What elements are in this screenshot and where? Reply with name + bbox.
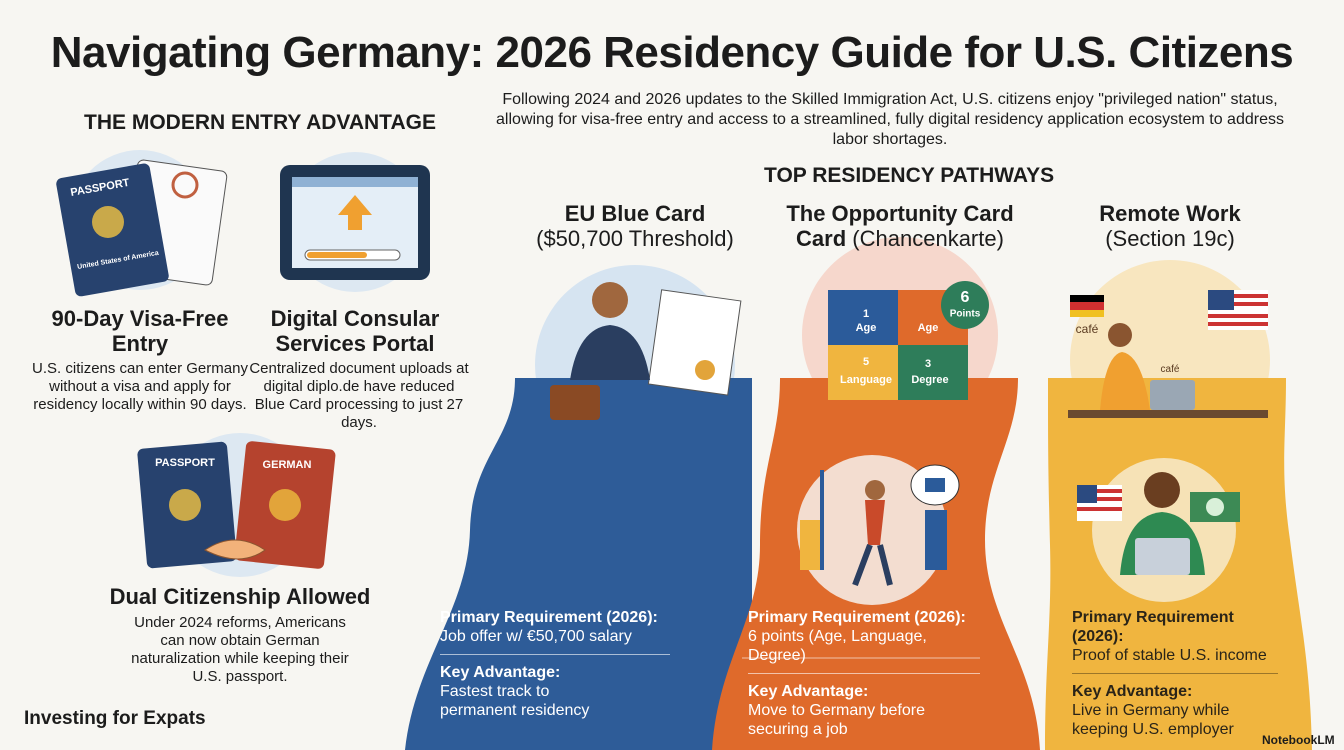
- pathway-subtitle: (Section 19c): [1105, 226, 1235, 251]
- divider: [440, 654, 670, 655]
- feature-text: Centralized document uploads at digital …: [249, 360, 469, 431]
- badge-label: Points: [950, 309, 981, 320]
- requirement: Proof of stable U.S. income: [1072, 647, 1267, 664]
- puzzle-number: 3: [925, 358, 931, 370]
- pathway-details: Primary Requirement (2026): Proof of sta…: [1072, 608, 1278, 739]
- advantage-label: Key Advantage:: [1072, 683, 1193, 700]
- divider: [1072, 673, 1278, 674]
- divider: [748, 673, 980, 674]
- requirement: Job offer w/ €50,700 salary: [440, 628, 632, 645]
- title: Navigating Germany: 2026 Residency Guide…: [50, 28, 1294, 77]
- puzzle-label: Age: [856, 322, 877, 334]
- badge-number: 6: [961, 289, 970, 306]
- cafe-sign: café: [1161, 364, 1180, 375]
- pathway-title: EU Blue Card ($50,700 Threshold): [520, 201, 750, 251]
- passport-icon: PASSPORT United States of America: [56, 159, 228, 297]
- cafe-icon: café café: [1068, 290, 1268, 602]
- entry-heading: THE MODERN ENTRY ADVANTAGE: [84, 111, 436, 134]
- puzzle-icon: 1 Age Age 5 Language 3 Degree 6 Points: [828, 281, 989, 400]
- feature-text: Under 2024 reforms, Americans can now ob…: [131, 614, 349, 685]
- professional-icon: [550, 282, 742, 420]
- tablet-icon: [280, 165, 430, 280]
- pathway-subtitle: (Chancenkarte): [852, 226, 1004, 251]
- cafe-sign: café: [1076, 322, 1099, 336]
- advantage: Move to Germany before securing a job: [748, 702, 925, 738]
- requirement-label: Primary Requirement (2026):: [748, 609, 966, 626]
- pathway-details: Primary Requirement (2026): Job offer w/…: [440, 608, 670, 720]
- requirement: 6 points (Age, Language, Degree): [748, 628, 927, 664]
- pathway-name: The Opportunity Card: [786, 201, 1014, 226]
- puzzle-number: 5: [863, 356, 869, 368]
- advantage-label: Key Advantage:: [440, 664, 561, 681]
- pathways-heading: TOP RESIDENCY PATHWAYS: [764, 164, 1055, 187]
- intro: Following 2024 and 2026 updates to the S…: [496, 91, 1284, 148]
- blue-card-column: [405, 378, 752, 750]
- pathway-subtitle: ($50,700 Threshold): [536, 226, 734, 251]
- puzzle-label: Age: [918, 322, 939, 334]
- passport-label: PASSPORT: [155, 457, 215, 469]
- puzzle-label: Language: [840, 374, 892, 386]
- brand: NotebookLM: [1262, 733, 1335, 747]
- advantage: Fastest track to permanent residency: [440, 683, 590, 719]
- pathway-name-cont: Card: [796, 226, 847, 251]
- traveler-icon: [797, 455, 960, 605]
- puzzle-number: 1: [863, 308, 869, 320]
- advantage-label: Key Advantage:: [748, 683, 869, 700]
- pathway-title: Remote Work (Section 19c): [1060, 201, 1280, 251]
- dual-passport-icon: PASSPORT GERMAN: [137, 441, 336, 569]
- footer-label: Investing for Expats: [24, 708, 206, 729]
- pathway-title: The Opportunity Card Card (Chancenkarte): [770, 201, 1030, 251]
- feature-text: U.S. citizens can enter Germany without …: [32, 360, 248, 413]
- puzzle-label: Degree: [911, 374, 948, 386]
- pathway-details: Primary Requirement (2026): 6 points (Ag…: [748, 608, 980, 739]
- feature-title: 90-Day Visa-Free Entry: [51, 306, 229, 356]
- feature-title: Digital Consular Services Portal: [270, 306, 440, 356]
- pathway-name: Remote Work: [1099, 201, 1241, 226]
- requirement-label: Primary Requirement (2026):: [1072, 609, 1234, 645]
- requirement-label: Primary Requirement (2026):: [440, 609, 658, 626]
- feature-title: Dual Citizenship Allowed: [109, 584, 371, 609]
- pathway-name: EU Blue Card: [564, 201, 706, 226]
- german-passport-label: GERMAN: [263, 459, 312, 471]
- advantage: Live in Germany while keeping U.S. emplo…: [1072, 702, 1234, 738]
